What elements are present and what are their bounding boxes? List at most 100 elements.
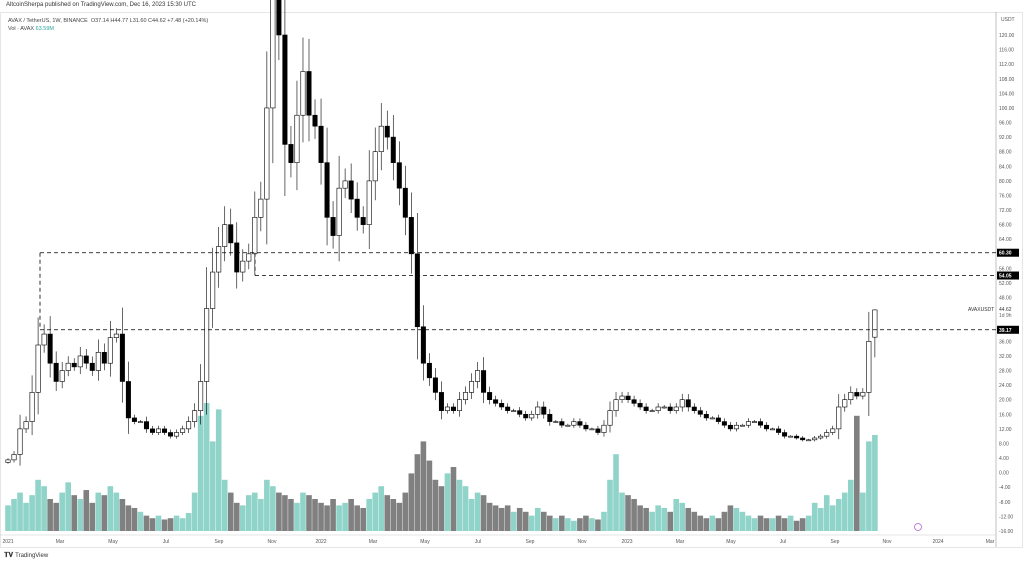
candle-body <box>469 381 475 393</box>
candle-body <box>649 410 655 412</box>
candle-body <box>667 406 673 411</box>
volume-bar <box>89 502 96 531</box>
event-flash-icon[interactable] <box>914 523 922 531</box>
y-tick-label: 100.00 <box>999 106 1015 112</box>
chart-frame <box>0 12 1023 548</box>
x-tick-label: Nov <box>578 539 587 545</box>
volume-bar <box>498 507 505 531</box>
candle-body <box>745 421 751 426</box>
volume-bar <box>276 492 282 531</box>
candle-body <box>234 242 240 273</box>
candle-body <box>330 217 336 236</box>
y-tick-label: 116.00 <box>999 48 1014 54</box>
candle-body <box>577 421 583 426</box>
y-tick-label: 96.00 <box>999 121 1012 127</box>
volume-bar <box>565 518 571 531</box>
volume-bar <box>793 520 800 531</box>
volume-bar <box>65 482 71 531</box>
candle-body <box>559 421 565 426</box>
candle-body <box>149 428 155 433</box>
volume-bar <box>270 486 276 531</box>
volume-bar <box>474 492 481 531</box>
candle-body <box>216 246 222 273</box>
volume-bar <box>854 415 860 531</box>
candle-body <box>764 424 770 430</box>
volume-bar <box>408 473 415 531</box>
volume-bar <box>528 515 535 531</box>
x-tick-label: Jul <box>475 539 481 545</box>
candle-body <box>631 399 637 404</box>
candle-body <box>342 180 348 189</box>
candle-body <box>794 435 800 439</box>
volume-bar <box>673 499 680 531</box>
volume-bar <box>613 454 619 531</box>
volume-bar <box>468 499 475 531</box>
y-tick-label: 0.00 <box>999 471 1009 477</box>
candle-body <box>162 428 168 433</box>
volume-bar <box>161 519 168 531</box>
x-tick-label: 2024 <box>932 539 943 545</box>
volume-bar <box>149 518 156 531</box>
candle-body <box>685 399 691 408</box>
candle-body <box>721 421 727 426</box>
candle-body <box>842 399 848 408</box>
volume-bar <box>829 505 836 531</box>
volume-bar <box>71 495 78 531</box>
volume-bar <box>631 499 637 531</box>
x-tick-label: Sep <box>215 539 224 545</box>
candle-body <box>252 217 258 255</box>
volume-bar <box>456 479 463 531</box>
candle-body <box>619 395 625 401</box>
candle-body <box>493 399 499 404</box>
tradingview-logo[interactable]: 𝐓𝐕 TradingView <box>4 552 48 560</box>
volume-bar <box>35 479 41 531</box>
volume-bar <box>143 515 150 531</box>
y-tick-label: 64.00 <box>999 237 1012 243</box>
level-price-label: 60.30 <box>999 251 1012 257</box>
volume-bar <box>547 515 553 531</box>
candle-body <box>643 406 649 411</box>
volume-bar <box>125 505 132 531</box>
candle-body <box>601 424 607 433</box>
candle-body <box>444 406 450 411</box>
legend-vol-value: 63.59M <box>35 26 54 32</box>
volume-bar <box>300 492 306 531</box>
candle-body <box>414 253 420 328</box>
x-tick-label: May <box>420 539 430 545</box>
volume-bar <box>167 518 174 531</box>
volume-bar <box>53 502 59 531</box>
volume-bar <box>155 515 162 531</box>
volume-bar <box>438 486 445 531</box>
volume-bar <box>637 505 643 531</box>
candle-body <box>137 421 143 423</box>
candle-body <box>523 413 529 419</box>
volume-bar <box>282 495 288 531</box>
volume-bar <box>185 513 192 531</box>
candle-body <box>131 417 137 422</box>
volume-bar <box>197 415 204 531</box>
y-tick-label: 8.00 <box>999 441 1009 447</box>
candle-body <box>854 392 860 397</box>
tradingview-brand: TradingView <box>15 553 49 559</box>
volume-bar <box>811 502 818 531</box>
candle-body <box>101 351 107 364</box>
candle-body <box>824 432 830 437</box>
candle-body <box>396 162 402 189</box>
volume-bar <box>324 505 330 531</box>
volume-bar <box>390 499 397 531</box>
volume-bar <box>866 441 872 531</box>
volume-bar <box>318 502 324 531</box>
volume-bar <box>577 518 583 531</box>
candle-body <box>691 406 697 411</box>
candle-body <box>372 151 378 182</box>
candle-body <box>288 144 294 163</box>
candle-body <box>228 224 234 244</box>
candle-body <box>17 428 23 455</box>
candle-body <box>270 0 276 109</box>
candle-body <box>770 428 776 431</box>
candle-body <box>800 437 806 441</box>
candle-body <box>607 410 613 426</box>
candle-body <box>306 71 312 116</box>
candle-body <box>107 337 113 364</box>
